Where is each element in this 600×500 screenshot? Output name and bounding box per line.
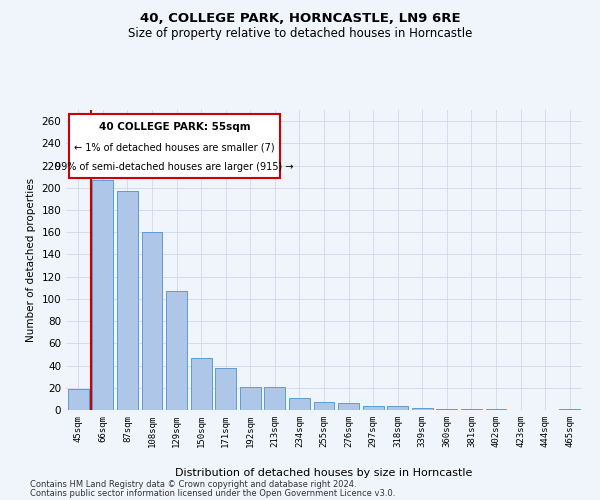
Bar bbox=[485, 409, 506, 410]
Text: ← 1% of detached houses are smaller (7): ← 1% of detached houses are smaller (7) bbox=[74, 143, 275, 153]
Bar bbox=[461, 409, 482, 410]
Text: Distribution of detached houses by size in Horncastle: Distribution of detached houses by size … bbox=[175, 468, 473, 477]
Bar bbox=[68, 389, 89, 410]
Bar bbox=[166, 291, 187, 410]
Bar bbox=[338, 404, 359, 410]
Bar bbox=[436, 409, 457, 410]
Text: 40, COLLEGE PARK, HORNCASTLE, LN9 6RE: 40, COLLEGE PARK, HORNCASTLE, LN9 6RE bbox=[140, 12, 460, 26]
Bar bbox=[240, 386, 261, 410]
Text: 99% of semi-detached houses are larger (915) →: 99% of semi-detached houses are larger (… bbox=[55, 162, 293, 172]
Bar bbox=[191, 358, 212, 410]
Bar bbox=[265, 386, 286, 410]
Bar bbox=[289, 398, 310, 410]
Bar bbox=[215, 368, 236, 410]
Bar bbox=[142, 232, 163, 410]
Text: Contains HM Land Registry data © Crown copyright and database right 2024.: Contains HM Land Registry data © Crown c… bbox=[30, 480, 356, 489]
FancyBboxPatch shape bbox=[68, 114, 280, 178]
Bar bbox=[412, 408, 433, 410]
Text: Contains public sector information licensed under the Open Government Licence v3: Contains public sector information licen… bbox=[30, 488, 395, 498]
Bar bbox=[362, 406, 383, 410]
Bar bbox=[314, 402, 334, 410]
Bar bbox=[117, 191, 138, 410]
Text: 40 COLLEGE PARK: 55sqm: 40 COLLEGE PARK: 55sqm bbox=[98, 122, 250, 132]
Text: Size of property relative to detached houses in Horncastle: Size of property relative to detached ho… bbox=[128, 28, 472, 40]
Bar bbox=[387, 406, 408, 410]
Bar bbox=[92, 180, 113, 410]
Bar bbox=[559, 409, 580, 410]
Y-axis label: Number of detached properties: Number of detached properties bbox=[26, 178, 36, 342]
